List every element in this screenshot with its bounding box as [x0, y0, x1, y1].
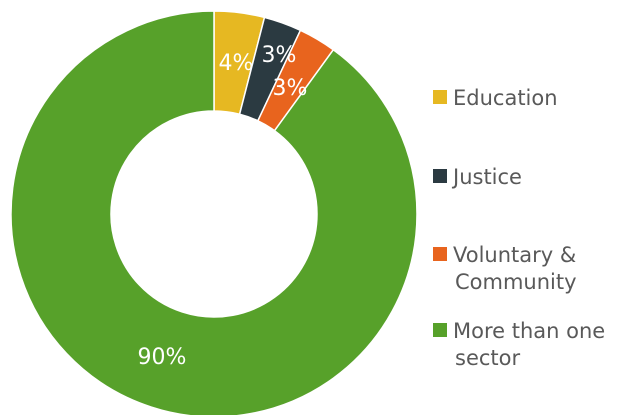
- legend-swatch: [433, 247, 447, 261]
- slice-more-than-one-sector: [10, 10, 418, 415]
- slice-labels: 4% 3% 3% 90%: [138, 43, 308, 370]
- data-label-more-than-one-sector: 90%: [138, 345, 187, 370]
- data-label-education: 4%: [219, 51, 254, 76]
- legend-label: Education: [453, 86, 558, 110]
- legend-swatch: [433, 90, 447, 104]
- legend-label: Voluntary & Community: [453, 243, 577, 294]
- data-label-justice: 3%: [262, 43, 297, 68]
- legend-item-justice: Justice: [433, 165, 522, 189]
- donut-slices: [10, 10, 418, 415]
- legend-item-education: Education: [433, 86, 558, 110]
- legend-label: Justice: [451, 165, 522, 189]
- legend: Education Justice Voluntary & Community More…: [433, 86, 605, 370]
- legend-swatch: [433, 323, 447, 337]
- legend-label: More than one sector: [453, 319, 605, 370]
- legend-swatch: [433, 169, 447, 183]
- legend-item-more-than-one-sector: More than one sector: [433, 319, 605, 370]
- data-label-voluntary-and-community: 3%: [273, 76, 308, 101]
- legend-item-voluntary-and-community: Voluntary & Community: [433, 243, 577, 294]
